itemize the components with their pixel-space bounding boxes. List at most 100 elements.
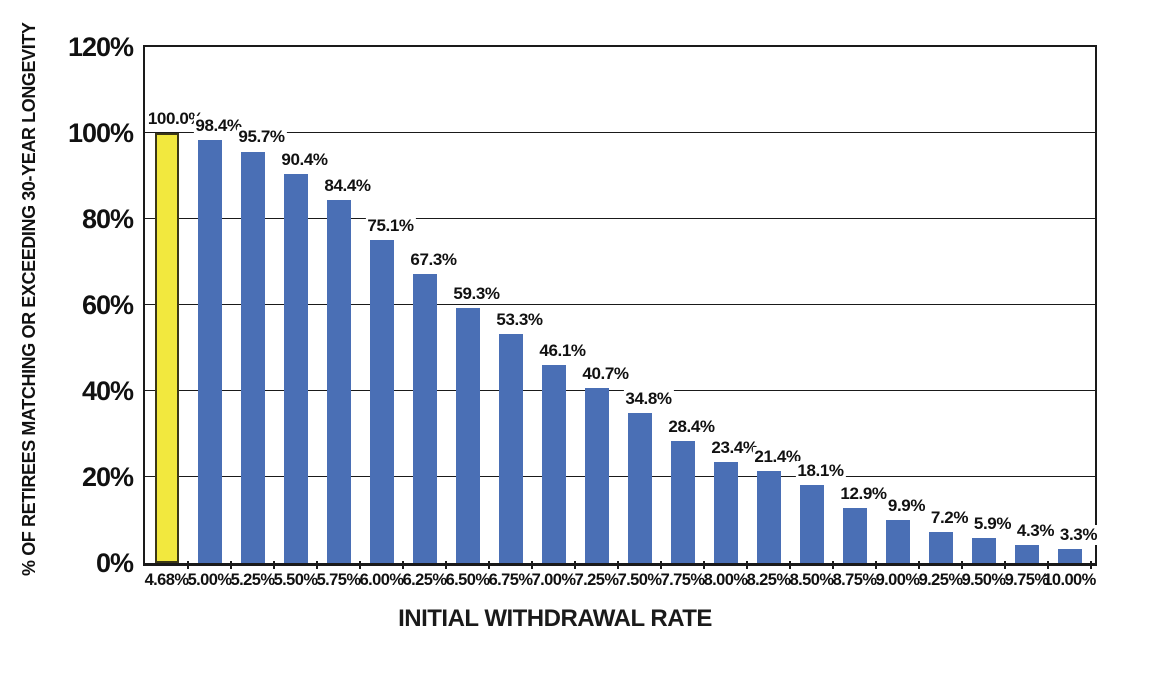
x-axis-tick-label: 10.00% [1043,571,1096,589]
gridline-40% [145,390,1095,391]
gridline-100% [145,132,1095,133]
bar-5.50% [283,174,308,563]
axis-tick [230,561,232,569]
axis-tick [746,561,748,569]
x-axis-ticks [145,561,1095,569]
bar-value-label: 53.3% [494,309,545,330]
y-axis-title: % OF RETIREES MATCHING OR EXCEEDING 30-Y… [19,22,39,576]
bar-value-label: 75.1% [365,216,416,237]
bar-6.25% [412,273,437,563]
bar-6.50% [455,308,480,563]
bar-7.25% [584,388,609,563]
x-axis-tick-label: 4.68% [144,571,189,589]
x-axis-tick-label: 9.50% [961,571,1006,589]
x-axis-tick-label: 7.50% [617,571,662,589]
axis-tick [316,561,318,569]
x-axis-tick-label: 5.50% [273,571,318,589]
bar-8.75% [842,507,867,563]
y-axis-tick-label: 100% [67,118,134,148]
x-axis-tick-label: 9.25% [918,571,963,589]
y-axis-tick-label: 80% [81,204,134,234]
y-axis-tick-label: 120% [67,32,134,62]
axis-tick [1004,561,1006,569]
bar-6.00% [369,240,394,563]
bar-5.25% [240,151,265,563]
x-axis-title: INITIAL WITHDRAWAL RATE [398,605,712,632]
x-axis-tick-label: 7.25% [574,571,619,589]
axis-tick [918,561,920,569]
gridline-60% [145,304,1095,305]
axis-tick [402,561,404,569]
axis-tick [832,561,834,569]
x-axis-tick-label: 6.25% [402,571,447,589]
bar-value-label: 12.9% [838,483,889,504]
x-axis-labels: 4.68% 5.00% 5.25% 5.50% 5.75% 6.00% 6.25% 6.50%… [144,571,1097,595]
bar-value-label: 3.3% [1057,524,1100,545]
bar-value-label: 21.4% [752,446,803,467]
bar-value-label: 7.2% [928,508,971,529]
x-axis-tick-label: 8.75% [832,571,877,589]
x-axis-tick-label: 5.75% [316,571,361,589]
gridline-20% [145,476,1095,477]
x-axis-tick-label: 6.50% [445,571,490,589]
bar-4.68% [154,133,179,563]
axis-tick [531,561,533,569]
bar-value-label: 95.7% [236,127,287,148]
bar-8.00% [713,462,738,563]
axis-tick [875,561,877,569]
bar-6.75% [498,333,523,563]
axis-tick [961,561,963,569]
x-axis-tick-label: 8.25% [746,571,791,589]
axis-tick [660,561,662,569]
axis-tick [1090,561,1092,569]
bar-value-label: 5.9% [971,513,1014,534]
y-axis-tick-label: 40% [81,376,134,406]
x-axis-tick-label: 7.75% [660,571,705,589]
x-axis-tick-label: 6.75% [488,571,533,589]
bar-value-label: 34.8% [623,389,674,410]
axis-tick [617,561,619,569]
bar-9.25% [928,532,953,563]
bar-value-label: 23.4% [709,438,760,459]
bar-value-label: 9.9% [885,496,928,517]
y-axis-tick-label: 60% [81,290,134,320]
bar-value-label: 18.1% [795,461,846,482]
x-axis-tick-label: 9.00% [875,571,920,589]
bar-value-label: 28.4% [666,416,717,437]
bar-value-label: 84.4% [322,176,373,197]
y-axis-tick-label: 20% [81,462,134,492]
y-axis-tick-label: 0% [95,548,134,578]
bar-9.75% [1014,544,1039,563]
gridline-80% [145,218,1095,219]
bar-5.00% [197,139,222,563]
axis-tick [1047,561,1049,569]
bar-value-label: 40.7% [580,363,631,384]
bar-7.50% [627,413,652,563]
x-axis-tick-label: 5.25% [230,571,275,589]
bar-value-label: 46.1% [537,340,588,361]
axis-tick [703,561,705,569]
bar-value-label: 4.3% [1014,520,1057,541]
axis-tick [273,561,275,569]
bar-5.75% [326,200,351,563]
x-axis-tick-label: 8.00% [703,571,748,589]
axis-tick [445,561,447,569]
plot-area: 100.0% 98.4% 95.7% 90.4% 84.4% 75.1% 67.3% 59.3… [143,45,1100,566]
axis-tick [359,561,361,569]
x-axis-tick-label: 6.00% [359,571,404,589]
bar-8.25% [756,470,781,563]
bar-value-label: 59.3% [451,284,502,304]
bar-value-label: 98.4% [193,115,244,136]
bar-value-label: 67.3% [408,249,459,270]
axis-tick [488,561,490,569]
x-axis-tick-label: 9.75% [1004,571,1049,589]
bar-8.50% [799,485,824,563]
bar-value-label: 90.4% [279,150,330,171]
axis-tick [574,561,576,569]
axis-tick [187,561,189,569]
bar-7.75% [670,440,695,563]
x-axis-tick-label: 8.50% [789,571,834,589]
axis-tick [789,561,791,569]
bar-value-label: 100.0% [145,109,206,129]
